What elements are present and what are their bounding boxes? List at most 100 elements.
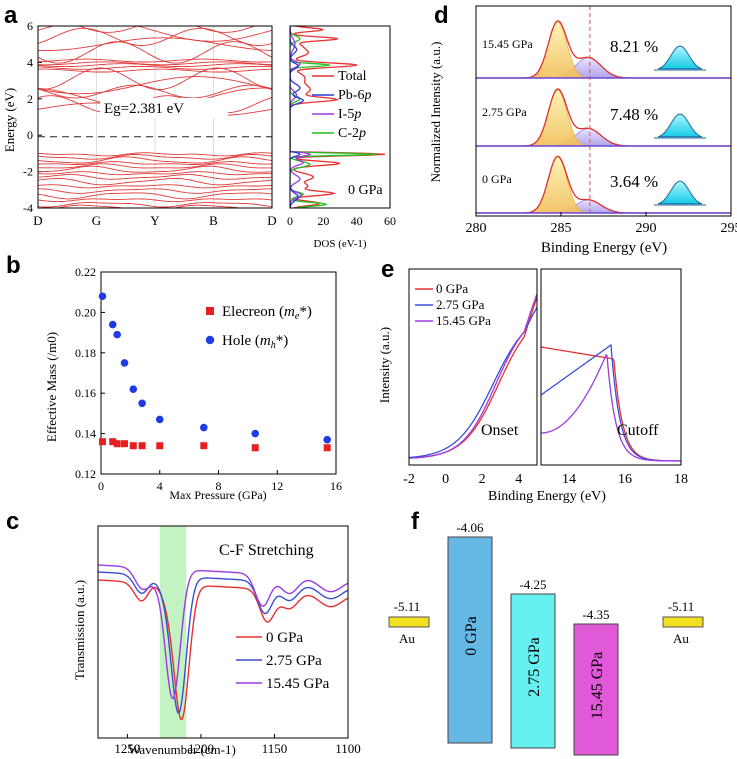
- dos-c2p-line: [290, 26, 377, 208]
- conduction-band: [38, 58, 272, 63]
- c-legend-label: 15.45 GPa: [266, 676, 330, 692]
- b-hole-point: [200, 423, 208, 432]
- panel-a: Energy (eV) -4 -2 0 2 4 6 D G Y B D Eg=2.381 eV 0…: [0, 0, 420, 255]
- f-bars: -4.06 0 GPa -4.25 2.75 GPa -4.35 15.45 GPa: [447, 520, 619, 756]
- d-fit-line: [476, 155, 731, 214]
- e-xlabel: Binding Energy (eV): [488, 489, 606, 504]
- b-electron-point: [138, 442, 146, 450]
- valence-band: [38, 165, 272, 173]
- f-bar-label: 15.45 GPa: [589, 652, 606, 720]
- b-hole-point: [155, 415, 164, 424]
- band-frame: [37, 25, 273, 209]
- c-xtick-label: 1250: [114, 741, 140, 756]
- d-xtick-label: 285: [551, 221, 572, 236]
- eg-label-bg: [100, 98, 228, 118]
- e-xtick-labels: -2 0 2 4 14 16 18: [403, 472, 688, 487]
- b-electron-point: [129, 442, 137, 450]
- f-electrode-name-label: Au: [673, 631, 689, 646]
- b-ytick-label: 0.20: [75, 305, 96, 319]
- conduction-band: [38, 68, 272, 73]
- b-legend-label: Elecreon (me*): [222, 304, 312, 322]
- f-electrode-bar: [662, 616, 704, 628]
- c-legend-label: 0 GPa: [266, 630, 303, 646]
- b-hole-point: [113, 330, 121, 339]
- dos-legend-label: Total: [338, 69, 367, 84]
- f-bar-top-label: -4.35: [582, 607, 609, 622]
- band-dos-chart: Energy (eV) -4 -2 0 2 4 6 D G Y B D Eg=2.381 eV 0…: [2, 19, 396, 250]
- band-lines: [38, 26, 272, 208]
- f-bar-label: 2.75 GPa: [526, 637, 543, 697]
- valence-band: [38, 174, 272, 180]
- c-xtick-label: 1200: [188, 741, 214, 756]
- eg-annotation: Eg=2.381 eV: [104, 101, 184, 117]
- f-bar-label: 0 GPa: [463, 616, 480, 656]
- b-ytick-label: 0.12: [75, 467, 96, 481]
- d-labels: 15.45 GPa 8.21 % 2.75 GPa 7.48 % 0 GPa 3.64 %: [482, 37, 658, 191]
- b-xtick-label: 8: [216, 479, 222, 493]
- valence-band: [38, 163, 272, 169]
- b-tick-labels: 0.12 0.14 0.16 0.18 0.20 0.22 0 4 8 12 16: [75, 265, 342, 493]
- panel-b: Effective Mass (/m0) 0.12 0.14 0.16 0.18 0.2…: [0, 255, 380, 505]
- panel-d: Normalized Intensity (a.u.) 15.45 GPa 8.2…: [420, 0, 737, 255]
- b-ytick-label: 0.22: [75, 265, 96, 279]
- b-ytick-label: 0.18: [75, 346, 96, 360]
- dos-xtick-label: 40: [351, 214, 363, 228]
- dos-legend-label: C-2p: [338, 126, 366, 141]
- conduction-band: [38, 65, 272, 70]
- d-percent-label: 3.64 %: [610, 172, 658, 191]
- e-cutoff-line: [541, 343, 681, 462]
- c-legend: 0 GPa 2.75 GPa 15.45 GPa: [236, 630, 330, 692]
- e-xtick-label: 0: [442, 472, 449, 487]
- band-kpoint-label: D: [33, 213, 42, 228]
- e-ylabel: Intensity (a.u.): [377, 327, 392, 403]
- e-cutoff-line: [541, 354, 681, 462]
- e-legend-label: 2.75 GPa: [436, 297, 485, 312]
- band-ytick-label: -2: [23, 165, 33, 179]
- panel-label-b: b: [6, 252, 21, 279]
- energy-level-diagram: -4.06 0 GPa -4.25 2.75 GPa -4.35 15.45 GPa -5…: [388, 520, 704, 756]
- band-ylabel: Energy (eV): [2, 88, 17, 152]
- b-hole-point: [108, 320, 117, 329]
- c-frame: [97, 525, 349, 739]
- e-frame-cutoff: [540, 268, 682, 466]
- e-xtick-label: 16: [618, 472, 632, 487]
- e-xtick-label: 18: [674, 472, 688, 487]
- b-ytick-label: 0.14: [75, 427, 96, 441]
- b-electron-point: [251, 444, 259, 452]
- e-xtick-label: 2: [479, 472, 486, 487]
- d-xtick-label: 280: [466, 221, 487, 236]
- b-legend-label: Hole (mh*): [222, 333, 288, 351]
- conduction-band: [38, 76, 272, 95]
- b-points: [98, 292, 331, 452]
- panel-e: Intensity (a.u.) Onset Cutoff 0 GPa 2.75 …: [375, 255, 715, 505]
- c-annotation: C-F Stretching: [219, 542, 314, 559]
- valence-band: [38, 184, 272, 189]
- b-xtick-label: 0: [98, 479, 104, 493]
- dos-pb6p-line: [290, 26, 305, 208]
- d-xlabel: Binding Energy (eV): [541, 240, 667, 255]
- b-hole-point: [138, 399, 146, 408]
- ftir-chart: Transmission (a.u.) C-F Stretching 0 GPa…: [72, 525, 361, 757]
- f-bar-top-label: -4.25: [519, 577, 546, 592]
- b-electron-point: [113, 440, 121, 448]
- d-percent-label: 7.48 %: [610, 105, 658, 124]
- conduction-band: [38, 26, 272, 42]
- band-kpoint-label: Y: [150, 213, 160, 228]
- valence-band: [38, 156, 272, 164]
- dos-xtick-labels: 0 20 40 60: [287, 214, 396, 228]
- band-ytick-label: 2: [27, 92, 33, 106]
- f-electrode-bar: [388, 616, 430, 628]
- e-xtick-label: 14: [562, 472, 576, 487]
- panel-label-c: c: [6, 508, 20, 535]
- dos-total-line: [290, 26, 386, 208]
- dos-legend: Total Pb-6p I-5p C-2p: [312, 69, 371, 141]
- dos-legend-label: Pb-6p: [338, 88, 371, 103]
- b-hole-point: [251, 429, 260, 438]
- b-hole-point: [323, 435, 331, 444]
- valence-band: [38, 154, 272, 160]
- d-percent-label: 8.21 %: [610, 37, 658, 56]
- conduction-band: [38, 37, 272, 52]
- valence-band: [38, 192, 272, 200]
